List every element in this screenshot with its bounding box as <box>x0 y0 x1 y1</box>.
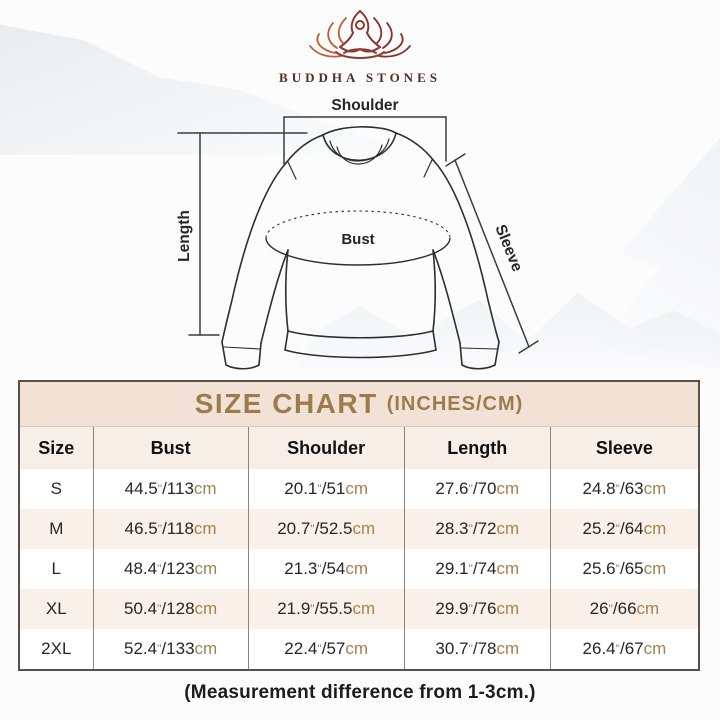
size-chart-table: SIZE CHART (INCHES/CM) Size Bust Shoulde… <box>18 380 700 671</box>
measurement-cell: 29.9 "/76 cm <box>404 589 551 629</box>
measurement-cell: 28.3 "/72 cm <box>404 509 551 549</box>
measurement-cell: 52.4 "/133 cm <box>94 629 249 669</box>
size-cell: S <box>20 469 94 509</box>
measurement-cell: 27.6 "/70 cm <box>405 469 551 509</box>
size-cell: XL <box>20 589 94 629</box>
column-header-size: Size <box>20 427 94 469</box>
size-cell: 2XL <box>20 629 94 669</box>
column-header-length: Length <box>404 427 551 469</box>
shoulder-label: Shoulder <box>331 97 398 114</box>
brand-header: BUDDHA STONES <box>0 8 720 86</box>
measurement-cell: 21.3 "/54 cm <box>249 549 405 589</box>
table-row: XL 50.4 "/128 cm 21.9 "/55.5 cm 29.9 "/76 cm 2… <box>20 589 698 629</box>
measurement-cell: 25.2 "/64 cm <box>550 509 698 549</box>
measurement-cell: 26 "/66 cm <box>550 589 698 629</box>
measurement-cell: 48.4 "/123 cm <box>94 549 249 589</box>
size-chart-title-band: SIZE CHART (INCHES/CM) <box>20 382 698 427</box>
garment-diagram: Shoulder Length Bust Sleeve <box>176 97 539 370</box>
brand-name: BUDDHA STONES <box>279 70 441 85</box>
dimension-lines <box>177 116 539 354</box>
measurement-cell: 22.4 "/57 cm <box>249 629 405 669</box>
measurement-cell: 46.5 "/118 cm <box>93 509 249 549</box>
measurement-cell: 50.4 "/128 cm <box>93 589 249 629</box>
size-cell: L <box>20 549 94 589</box>
table-row: M 46.5 "/118 cm 20.7 "/52.5 cm 28.3 "/72 cm 25… <box>20 509 698 549</box>
measurement-cell: 24.8 "/63 cm <box>582 479 667 498</box>
size-cell: M <box>20 509 94 549</box>
measurement-cell: 25.6 "/65 cm <box>582 559 667 578</box>
column-header-sleeve: Sleeve <box>550 427 698 469</box>
size-chart-title-units: (INCHES/CM) <box>386 392 524 415</box>
measurement-cell: 21.9 "/55.5 cm <box>248 589 405 629</box>
size-chart-title: SIZE CHART <box>194 388 378 419</box>
table-row: L 48.4 "/123 cm 21.3 "/54 cm 29.1 "/74 cm 25.6… <box>20 549 698 589</box>
measurement-cell: 44.5 "/113 cm <box>94 469 249 509</box>
measurement-cell: 20.7 "/52.5 cm <box>248 509 405 549</box>
lotus-meditation-icon <box>309 10 411 59</box>
measurement-cell: 30.7 "/78 cm <box>405 629 551 669</box>
measurement-cell: 20.1 "/51 cm <box>249 469 405 509</box>
column-header-bust: Bust <box>93 427 249 469</box>
measurement-note: (Measurement difference from 1-3cm.) <box>184 682 536 703</box>
bust-label: Bust <box>341 231 374 248</box>
column-header-shoulder: Shoulder <box>248 427 405 469</box>
table-row: 2XL 52.4 "/133 cm 22.4 "/57 cm 30.7 "/78 cm 26… <box>20 629 698 669</box>
table-row: S 44.5 "/113 cm 20.1 "/51 cm 27.6 "/70 cm 24.8… <box>20 469 698 509</box>
length-label: Length <box>176 210 193 262</box>
measurement-cell: 26.4 "/67 cm <box>582 639 667 658</box>
measurement-cell: 29.1 "/74 cm <box>405 549 551 589</box>
table-header-row: Size Bust Shoulder Length Sleeve <box>20 427 698 469</box>
